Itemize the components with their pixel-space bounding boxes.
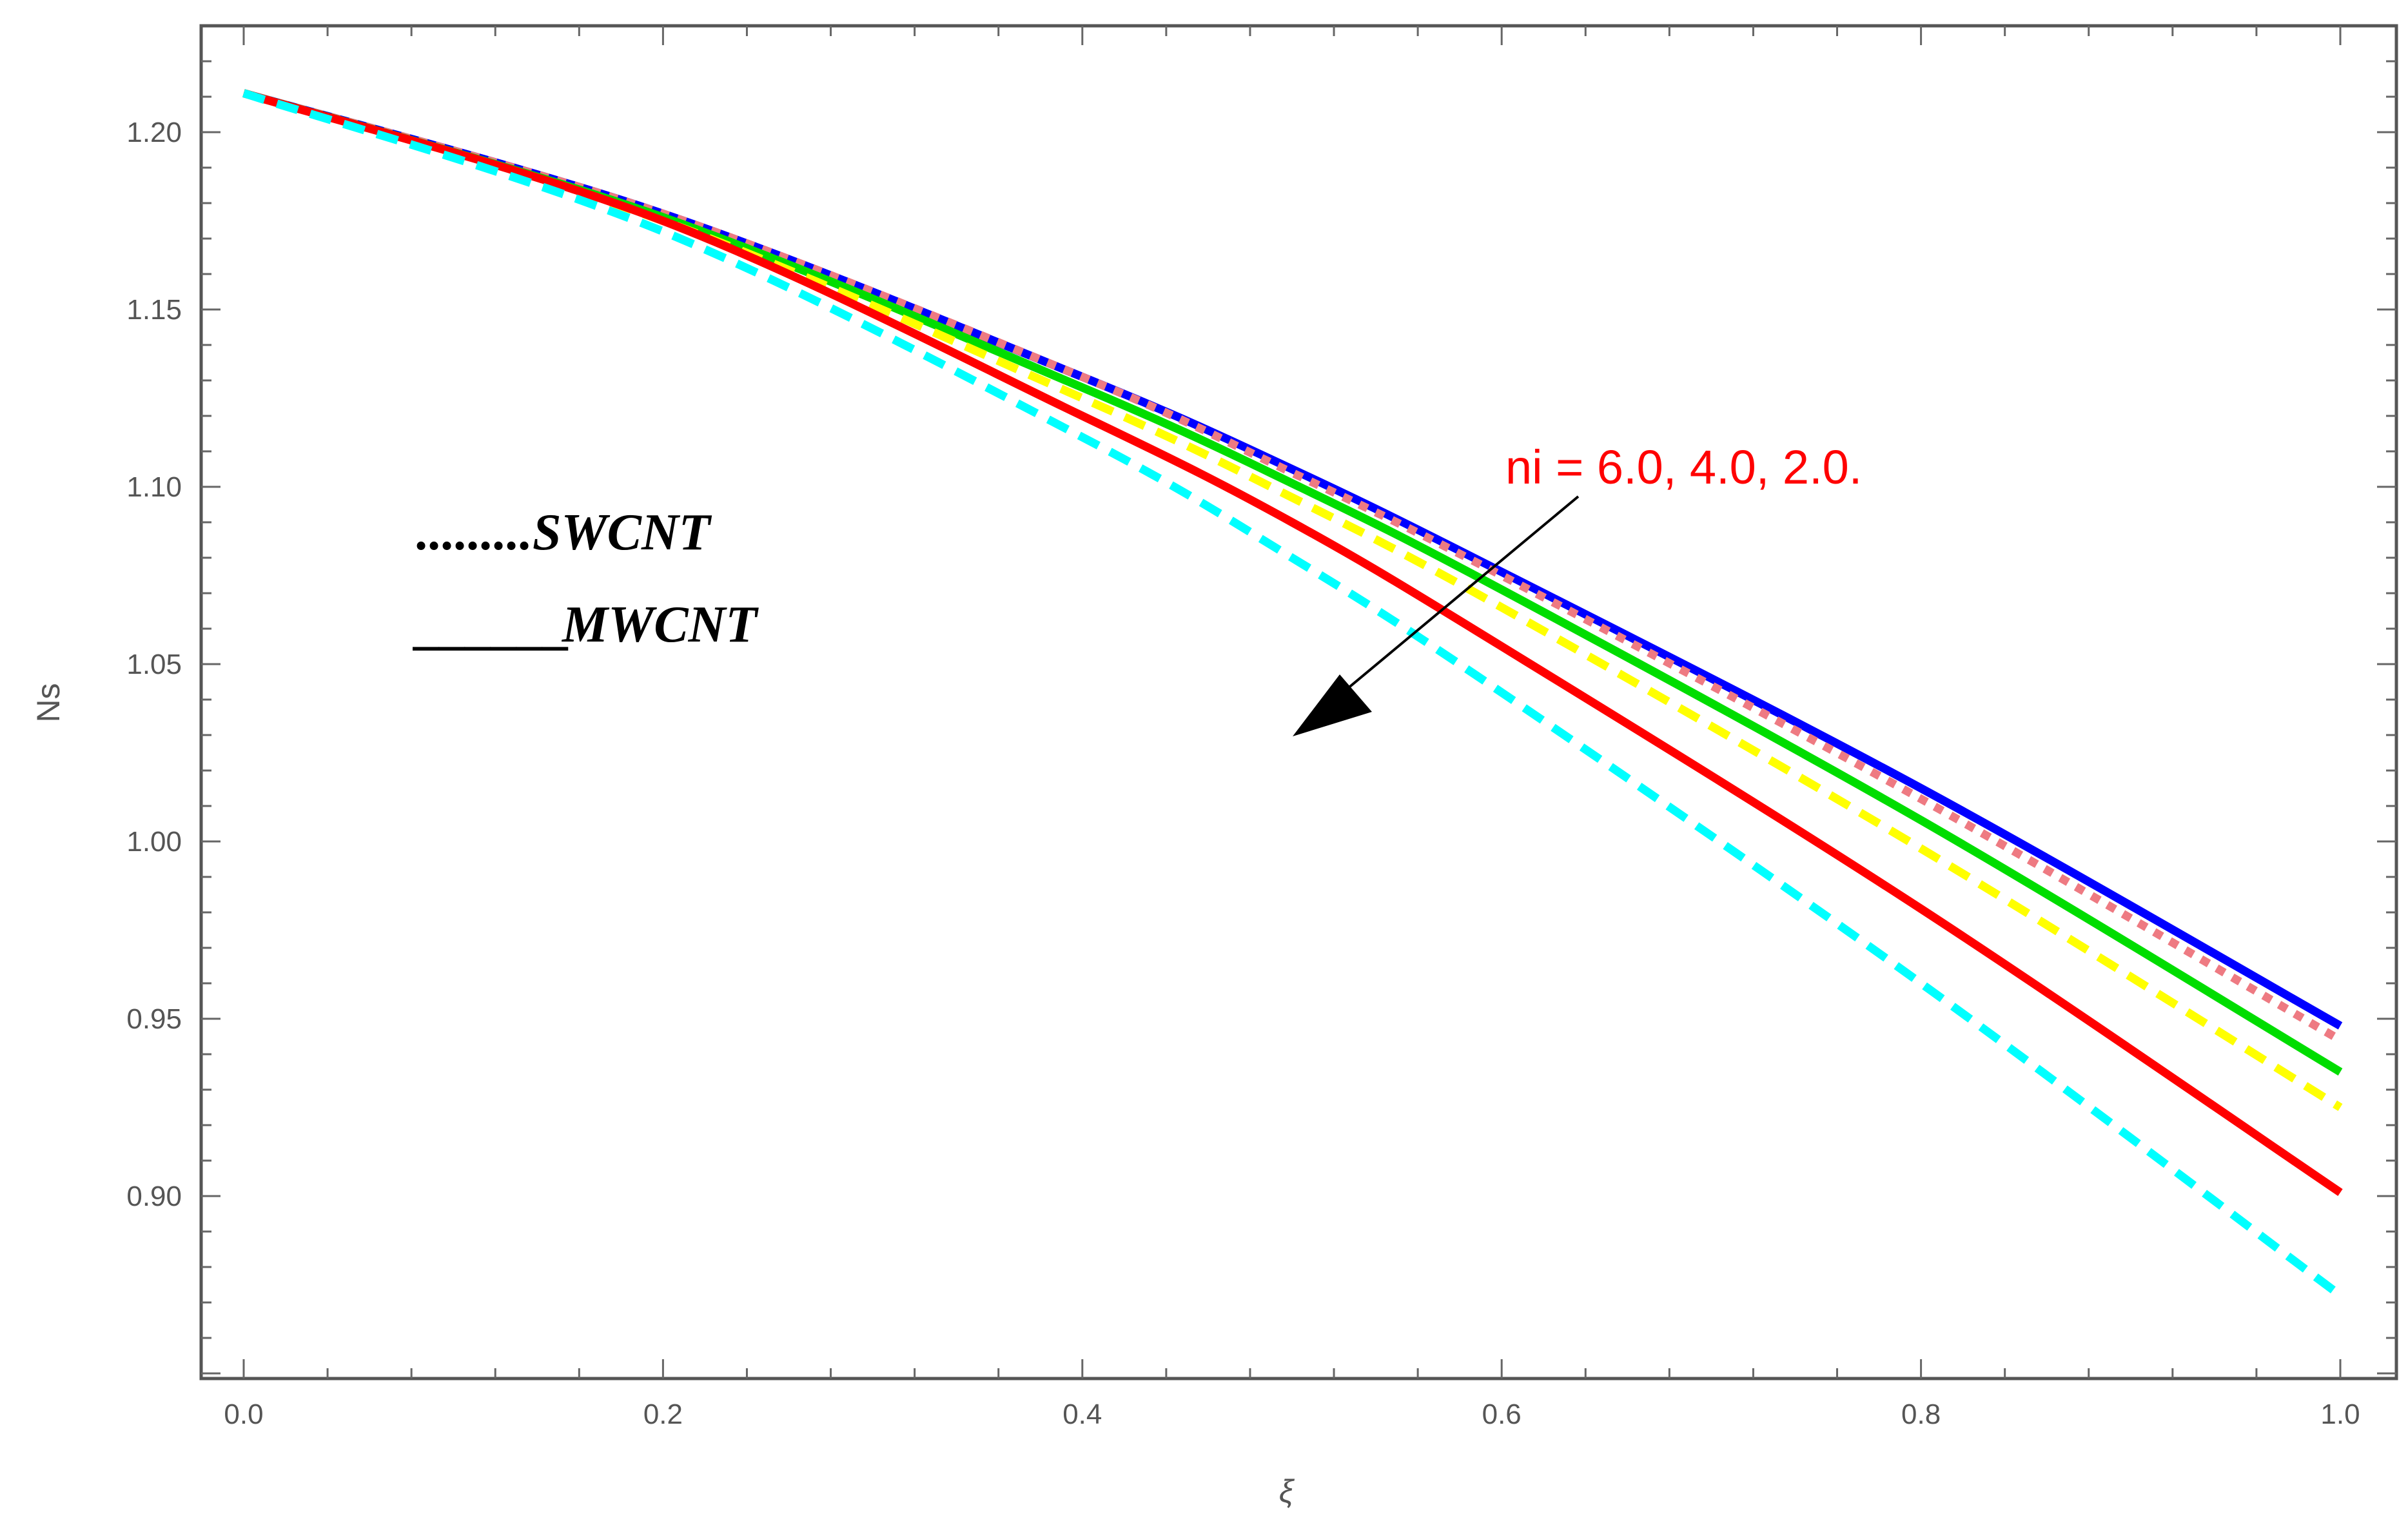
x-tick-label: 1.0 xyxy=(2320,1399,2360,1430)
y-tick-label: 1.00 xyxy=(126,826,182,858)
series-layer xyxy=(242,89,2343,1299)
y-axis-title: Ns xyxy=(30,683,66,722)
y-tick-label: 1.20 xyxy=(126,117,182,148)
y-tick-labels: 0.90 0.95 1.00 1.05 1.10 1.15 1.20 xyxy=(126,117,182,1212)
annotation-arrow-head xyxy=(1293,674,1372,736)
legend-swcnt: .........SWCNT xyxy=(416,504,712,561)
x-tick-label: 0.6 xyxy=(1482,1399,1522,1430)
series-line-mwcnt-ni-2-0 xyxy=(242,89,2343,1196)
series-line-swcnt-ni-6-0 xyxy=(242,89,2343,1044)
x-axis-title: ξ xyxy=(1279,1473,1295,1509)
y-tick-label: 1.05 xyxy=(126,649,182,680)
plot-frame xyxy=(199,24,2398,1380)
y-tick-label: 0.90 xyxy=(126,1181,182,1212)
series-line-mwcnt-ni-4-0 xyxy=(242,89,2343,1076)
tick-marks xyxy=(201,26,2396,1379)
legend-mwcnt: MWCNT xyxy=(561,596,759,653)
annotation-text: ni = 6.0, 4.0, 2.0. xyxy=(1505,440,1862,494)
y-tick-label: 0.95 xyxy=(126,1003,182,1035)
y-tick-label: 1.10 xyxy=(126,471,182,503)
annotation-arrow-shaft xyxy=(1338,495,1580,696)
legend: .........SWCNT ______ MWCNT xyxy=(413,504,759,655)
x-tick-label: 0.8 xyxy=(1901,1399,1941,1430)
legend-mwcnt-line: ______ xyxy=(413,598,571,655)
x-tick-labels: 0.0 0.2 0.4 0.6 0.8 1.0 xyxy=(224,1399,2360,1430)
x-tick-label: 0.0 xyxy=(224,1399,263,1430)
y-tick-label: 1.15 xyxy=(126,294,182,326)
x-tick-label: 0.2 xyxy=(643,1399,683,1430)
ni-annotation: ni = 6.0, 4.0, 2.0. xyxy=(1293,440,1862,736)
series-line-swcnt-ni-2-0 xyxy=(242,89,2343,1299)
x-tick-label: 0.4 xyxy=(1062,1399,1102,1430)
